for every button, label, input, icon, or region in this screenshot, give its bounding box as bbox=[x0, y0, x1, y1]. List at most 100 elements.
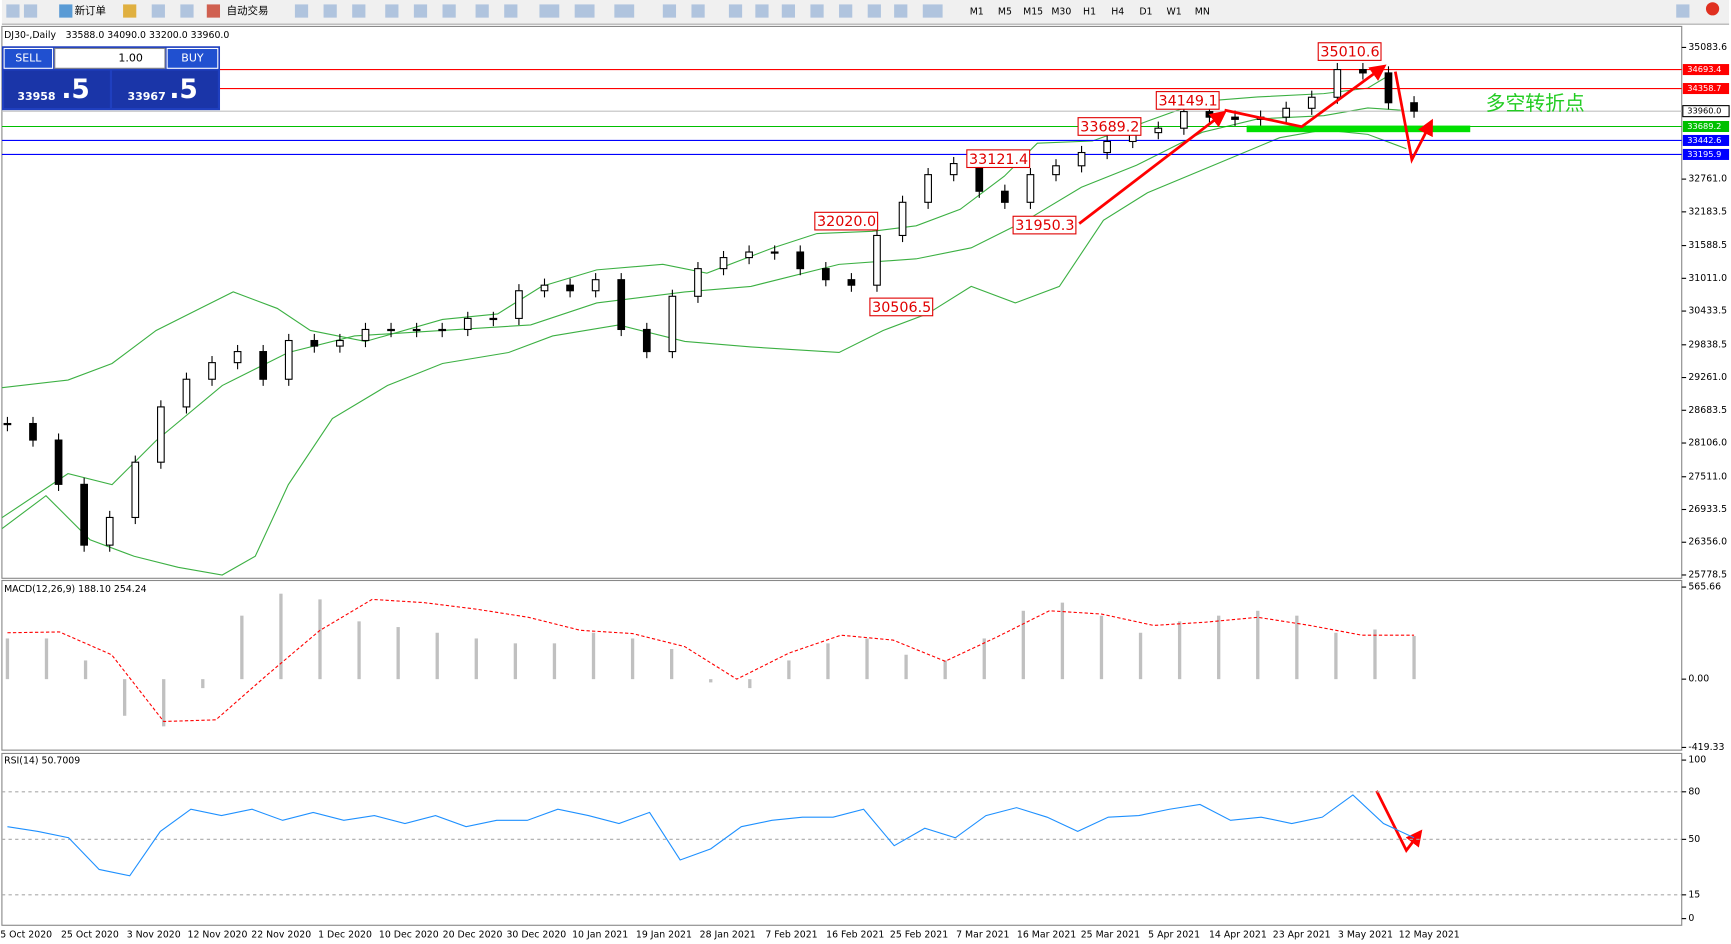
lower-band bbox=[1, 129, 1407, 576]
symbol: DJ30-,Daily 33588.0 34090.0 33200.0 3396… bbox=[4, 30, 229, 41]
candle bbox=[924, 174, 932, 203]
macd-bar bbox=[1256, 610, 1260, 680]
timeframe-button[interactable]: M5 bbox=[998, 7, 1012, 18]
icon[interactable] bbox=[781, 4, 796, 18]
lots-input[interactable] bbox=[54, 47, 166, 69]
rsi-line bbox=[7, 794, 1415, 877]
icon[interactable] bbox=[922, 4, 943, 18]
x-tick-label: 30 Dec 2020 bbox=[506, 930, 566, 941]
annotation-label: 33121.4 bbox=[969, 152, 1028, 168]
x-tick-label: 3 Nov 2020 bbox=[127, 930, 181, 941]
icon[interactable] bbox=[123, 4, 137, 18]
icon[interactable] bbox=[206, 4, 221, 18]
candle bbox=[745, 251, 753, 259]
icon[interactable] bbox=[6, 4, 20, 18]
upper-band bbox=[1, 74, 1391, 389]
icon[interactable] bbox=[894, 4, 908, 18]
macd-bar bbox=[44, 638, 49, 680]
icon[interactable] bbox=[413, 4, 428, 18]
sell-price: 33958 bbox=[17, 90, 55, 103]
icon[interactable] bbox=[385, 4, 399, 18]
icon[interactable] bbox=[323, 4, 337, 18]
arrow bbox=[1224, 64, 1387, 129]
macd-bar bbox=[357, 621, 361, 680]
annotation-box bbox=[1012, 215, 1077, 235]
icon[interactable] bbox=[442, 4, 456, 18]
x-tick-label: 7 Mar 2021 bbox=[956, 930, 1009, 941]
sell-label[interactable]: SELL bbox=[15, 51, 42, 64]
icon[interactable] bbox=[755, 4, 769, 18]
icon[interactable] bbox=[539, 4, 560, 18]
lots-value[interactable]: 1.00 bbox=[118, 51, 143, 64]
timeframe-button[interactable]: H1 bbox=[1083, 7, 1096, 18]
timeframe-button[interactable]: H4 bbox=[1111, 7, 1124, 18]
buy-button[interactable] bbox=[166, 47, 219, 69]
notification[interactable] bbox=[1705, 2, 1720, 16]
level-tag bbox=[1682, 83, 1730, 95]
auto-trading-button[interactable]: 自动交易 bbox=[227, 4, 269, 17]
y-tick-label: 32761.0 bbox=[1688, 174, 1727, 185]
level-tag bbox=[1682, 64, 1730, 76]
candles bbox=[3, 62, 1418, 552]
icon[interactable] bbox=[294, 4, 309, 18]
icon[interactable] bbox=[662, 4, 677, 18]
timeframe-button[interactable]: M1 bbox=[970, 7, 984, 18]
sell-box[interactable] bbox=[4, 70, 110, 108]
icon[interactable] bbox=[151, 4, 165, 18]
icon[interactable] bbox=[180, 4, 194, 18]
toolbar bbox=[1, 0, 1730, 25]
buy-price-tail: .5 bbox=[169, 74, 197, 105]
icon[interactable] bbox=[728, 4, 743, 18]
y-tick-label: 15 bbox=[1688, 889, 1700, 900]
icon[interactable] bbox=[614, 4, 635, 18]
candle bbox=[1052, 165, 1060, 176]
icon[interactable] bbox=[475, 4, 489, 18]
annotation-box bbox=[966, 149, 1031, 169]
sell-button[interactable] bbox=[3, 47, 54, 69]
macd-bar bbox=[201, 679, 205, 689]
candle bbox=[54, 439, 63, 485]
y-tick-label: 0 bbox=[1688, 913, 1694, 924]
icon[interactable] bbox=[352, 4, 366, 18]
candle bbox=[361, 328, 370, 342]
icon[interactable] bbox=[504, 4, 518, 18]
timeframe-button[interactable]: D1 bbox=[1139, 7, 1152, 18]
new-order-button[interactable]: 新订单 bbox=[75, 4, 106, 17]
macd-bar bbox=[5, 638, 10, 680]
x-tick-label: 25 Mar 2021 bbox=[1081, 930, 1140, 941]
x-tick-label: 16 Mar 2021 bbox=[1017, 930, 1076, 941]
icon[interactable] bbox=[691, 4, 705, 18]
macd-bar bbox=[1177, 621, 1182, 680]
arrow bbox=[1078, 110, 1227, 225]
x-tick-label: 5 Oct 2020 bbox=[0, 930, 52, 941]
y-tick-label: 50 bbox=[1688, 834, 1700, 845]
annotation-label: 32020.0 bbox=[817, 214, 876, 230]
candle bbox=[208, 362, 216, 380]
x-tick-label: 5 Apr 2021 bbox=[1148, 930, 1200, 941]
toolbar-icons bbox=[6, 2, 1720, 18]
candle bbox=[157, 406, 165, 463]
icon[interactable] bbox=[23, 4, 38, 18]
timeframe-button[interactable]: MN bbox=[1195, 7, 1210, 18]
note: 多空转折点 bbox=[1486, 92, 1585, 115]
icon[interactable] bbox=[839, 4, 853, 18]
timeframe-button[interactable]: M15 bbox=[1023, 7, 1043, 18]
level-label: 33689.2 bbox=[1687, 121, 1721, 131]
candle bbox=[1205, 111, 1214, 118]
annotation-box bbox=[1155, 91, 1220, 110]
icon[interactable] bbox=[810, 4, 824, 18]
timeframe-button[interactable]: W1 bbox=[1167, 7, 1182, 18]
level-tag bbox=[1682, 105, 1730, 118]
candle bbox=[29, 422, 37, 441]
buy-box[interactable] bbox=[112, 70, 218, 108]
y-tick-label: 31011.0 bbox=[1688, 273, 1727, 284]
buy-label[interactable]: BUY bbox=[181, 51, 204, 64]
levels: 34693.4 34358.7 33960.0 33689.2 33442.6 33195… bbox=[1, 64, 1730, 160]
timeframe-button[interactable]: M30 bbox=[1051, 7, 1071, 18]
annotation-box bbox=[1317, 42, 1382, 61]
icon[interactable] bbox=[59, 4, 73, 18]
icon[interactable] bbox=[574, 4, 595, 18]
candle bbox=[310, 339, 319, 347]
icon[interactable] bbox=[1676, 4, 1690, 18]
icon[interactable] bbox=[867, 4, 881, 18]
